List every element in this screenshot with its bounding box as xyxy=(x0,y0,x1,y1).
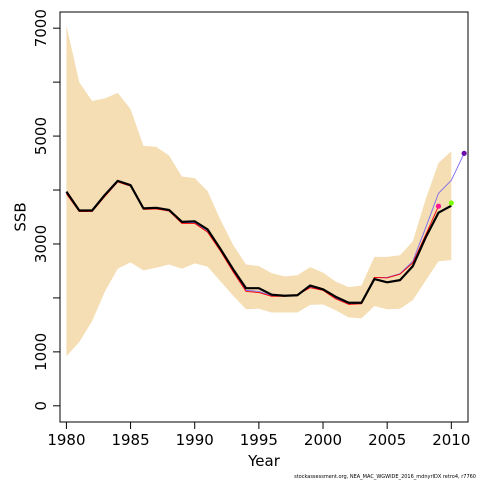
y-tick-label-5000: 5000 xyxy=(32,117,50,155)
x-tick-label-2005: 2005 xyxy=(368,431,406,449)
x-tick-label-1995: 1995 xyxy=(240,431,278,449)
x-axis-title: Year xyxy=(247,452,281,470)
series-line-0 xyxy=(65,179,452,304)
confidence-band-layer xyxy=(66,25,452,357)
series-layer xyxy=(65,150,467,305)
series-end-point-1 xyxy=(435,203,442,209)
x-axis: 1980 1985 1990 1995 2000 2005 2010 xyxy=(47,422,470,449)
x-tick-label-1980: 1980 xyxy=(47,431,85,449)
y-tick-label-3000: 3000 xyxy=(32,225,50,263)
y-axis: 0 1000 3000 5000 7000 xyxy=(32,9,60,411)
x-tick-label-2010: 2010 xyxy=(432,431,470,449)
y-tick-label-7000: 7000 xyxy=(32,9,50,47)
y-tick-label-0: 0 xyxy=(32,401,50,411)
series-end-point-2 xyxy=(461,150,467,156)
y-axis-title: SSB xyxy=(11,202,29,231)
x-tick-label-1985: 1985 xyxy=(111,431,149,449)
y-tick-label-1000: 1000 xyxy=(32,333,50,371)
footer-note: stockassessment.org, NEA_MAC_WGWIDE_2016… xyxy=(294,474,476,480)
plot-frame xyxy=(59,11,469,423)
x-tick-label-2000: 2000 xyxy=(304,431,342,449)
series-end-point-3 xyxy=(448,200,454,206)
confidence-band xyxy=(66,25,452,357)
x-tick-label-1990: 1990 xyxy=(176,431,214,449)
